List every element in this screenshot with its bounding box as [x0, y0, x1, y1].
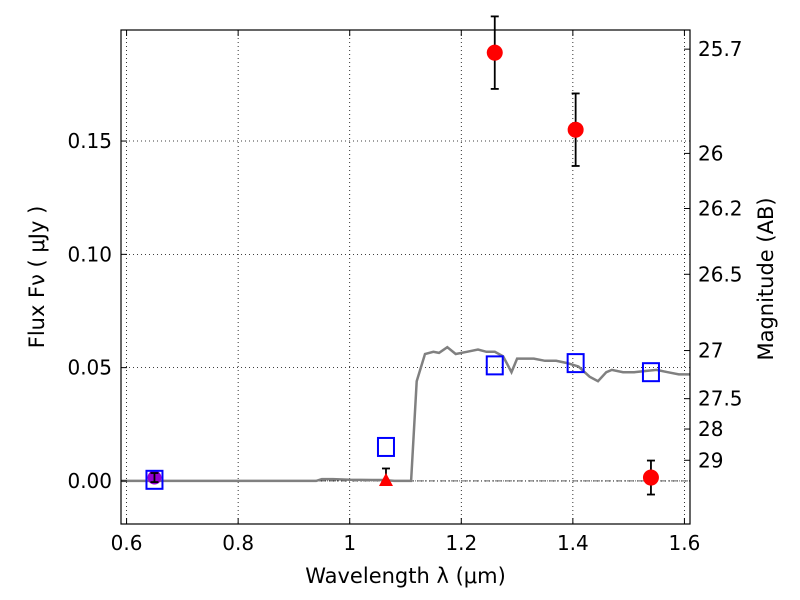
model-band-flux-square: [145, 469, 164, 490]
y2-tick-label: 29: [698, 448, 723, 472]
y2-tick-label: 25.7: [698, 37, 743, 61]
grid: [121, 30, 690, 524]
y2-tick-label: 27: [698, 339, 723, 363]
y2-tick-label: 26: [698, 141, 723, 165]
upper-limit-triangle: [378, 472, 393, 486]
x-tick-label: 1.2: [445, 531, 477, 555]
detection-point: [486, 44, 503, 61]
model-band-flux-square: [566, 353, 585, 374]
y-tick-label: 0.10: [67, 242, 112, 266]
x-tick-label: 1.6: [669, 531, 701, 555]
y-tick-label: 0.05: [67, 356, 112, 380]
x-axis-title: Wavelength λ (μm): [305, 564, 506, 588]
y2-tick-label: 27.5: [698, 387, 743, 411]
x-tick-label: 1: [343, 531, 356, 555]
model-band-flux-square: [641, 362, 660, 383]
y2-axis-title: Magnitude (AB): [754, 197, 778, 360]
y-tick-label: 0.00: [67, 469, 112, 493]
x-tick-label: 0.8: [222, 531, 254, 555]
y2-tick-label: 28: [698, 417, 723, 441]
x-tick-label: 0.6: [111, 531, 143, 555]
data-marks: [145, 15, 660, 496]
model-band-flux-square: [376, 436, 395, 457]
axis-ticks: 0.6 0.8 1 1.2 1.4 1.6 0.00 0.05 0.10 0.15 25.7 26 26…: [67, 30, 743, 555]
detection-point: [642, 469, 659, 486]
y2-tick-label: 26.5: [698, 262, 743, 286]
model-band-flux-square: [485, 355, 504, 376]
y-tick-label: 0.15: [67, 129, 112, 153]
plot-frame: [120, 29, 691, 525]
y2-tick-label: 26.2: [698, 197, 743, 221]
x-tick-label: 1.4: [557, 531, 589, 555]
y-axis-title: Flux Fν ( μJy ): [25, 206, 49, 349]
model-spectrum-line: [121, 345, 690, 483]
detection-point: [567, 121, 584, 138]
